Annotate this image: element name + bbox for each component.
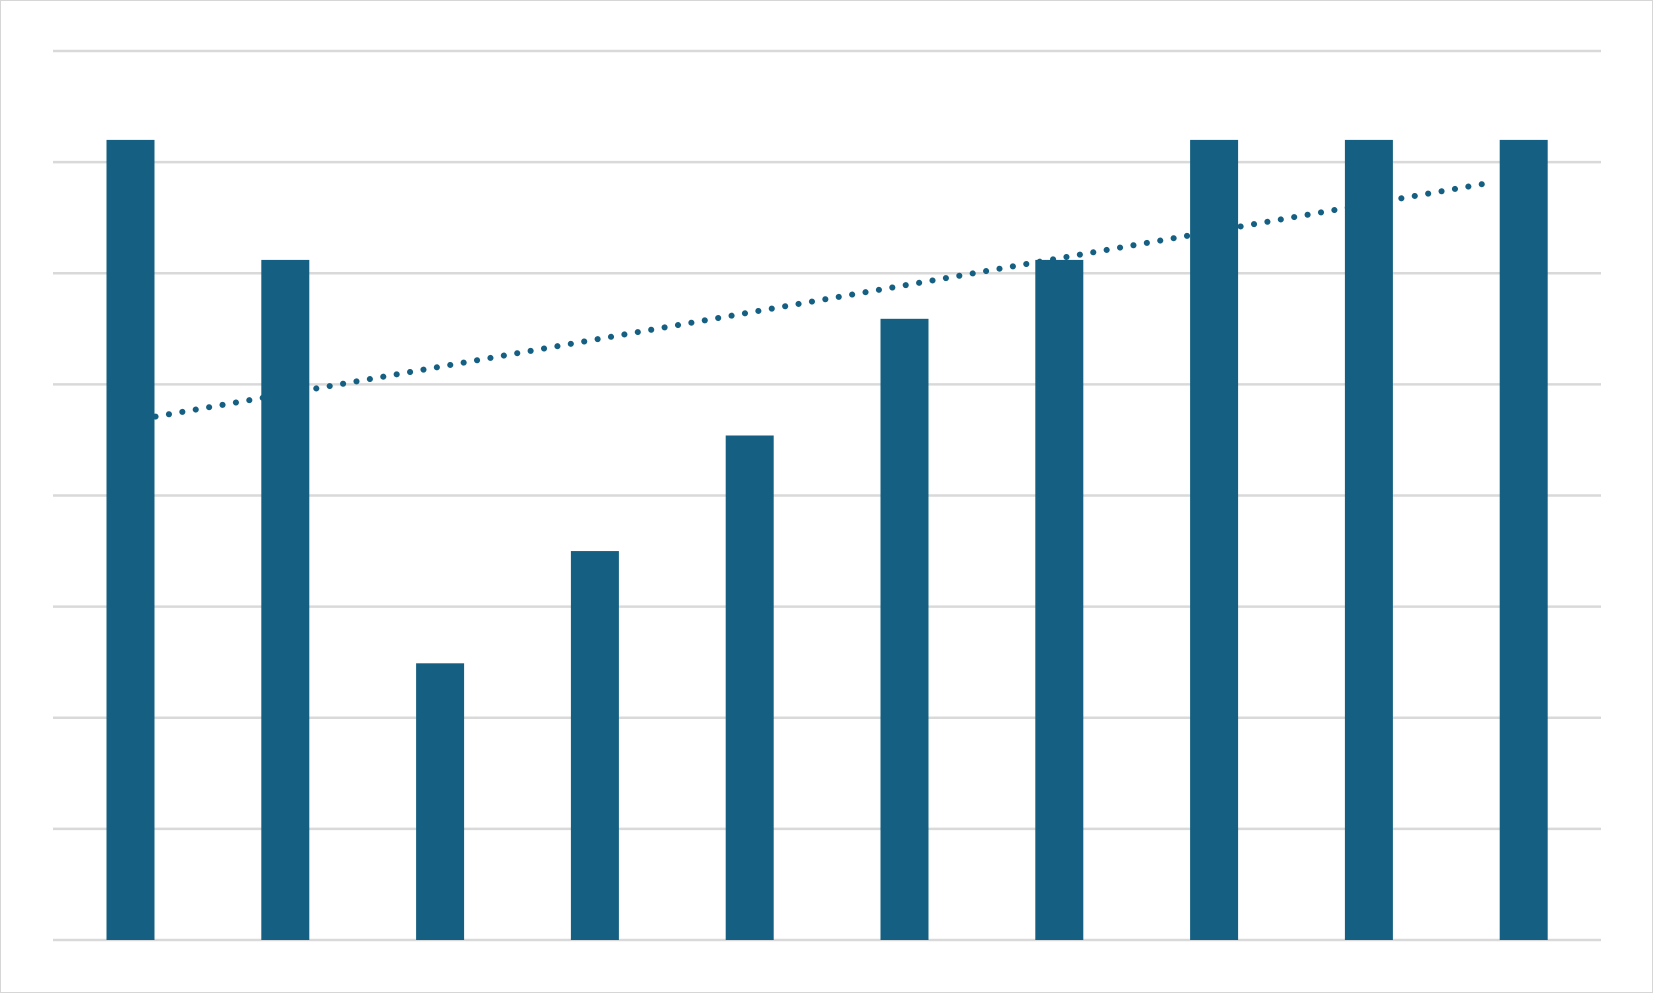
bar-3	[416, 663, 465, 940]
bar-5	[725, 435, 774, 940]
trendline-layer	[152, 179, 1497, 420]
bar-8	[1190, 139, 1239, 940]
bar-10	[1499, 139, 1548, 940]
bar-1	[106, 139, 155, 940]
bar-4	[570, 551, 619, 940]
bar-6	[880, 318, 929, 940]
bars	[106, 139, 1548, 940]
bar-7	[1035, 259, 1084, 940]
gridlines	[53, 49, 1601, 942]
bar-9	[1344, 139, 1393, 940]
bar-2	[261, 259, 310, 940]
trendline	[152, 179, 1497, 420]
